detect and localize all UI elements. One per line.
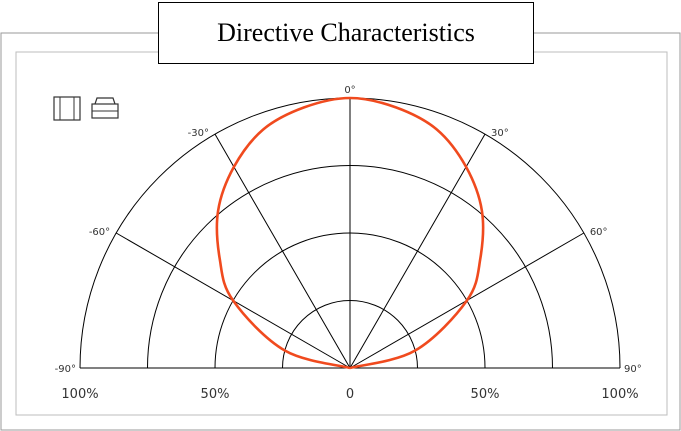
led-side-view-icon	[53, 96, 81, 121]
view-icons	[53, 96, 119, 121]
chart-title: Directive Characteristics	[158, 2, 534, 64]
angle-tick-label: 30°	[491, 128, 509, 139]
angle-tick-label: -30°	[188, 128, 209, 139]
radial-tick-label: 50%	[471, 387, 500, 402]
radial-tick-label: 0	[346, 387, 354, 402]
series-layer	[215, 96, 485, 370]
angle-tick-label: -90°	[55, 364, 76, 375]
polar-grid	[79, 97, 621, 369]
tick-labels: -90° -60° -30° 0° 30° 60° 90° 100% 50% 0 50% 100%	[55, 85, 642, 402]
angle-tick-label: 60°	[590, 227, 608, 238]
angle-tick-label: -60°	[89, 227, 110, 238]
led-front-view-icon	[91, 97, 119, 119]
radial-tick-label: 100%	[601, 387, 638, 402]
grid-spoke-m30	[214, 133, 351, 369]
series-curve-0	[215, 96, 485, 370]
radial-tick-label: 100%	[61, 387, 98, 402]
angle-tick-label: 0°	[344, 85, 355, 96]
grid-spoke-30	[349, 133, 486, 369]
radial-tick-label: 50%	[201, 387, 230, 402]
angle-tick-label: 90°	[624, 364, 642, 375]
